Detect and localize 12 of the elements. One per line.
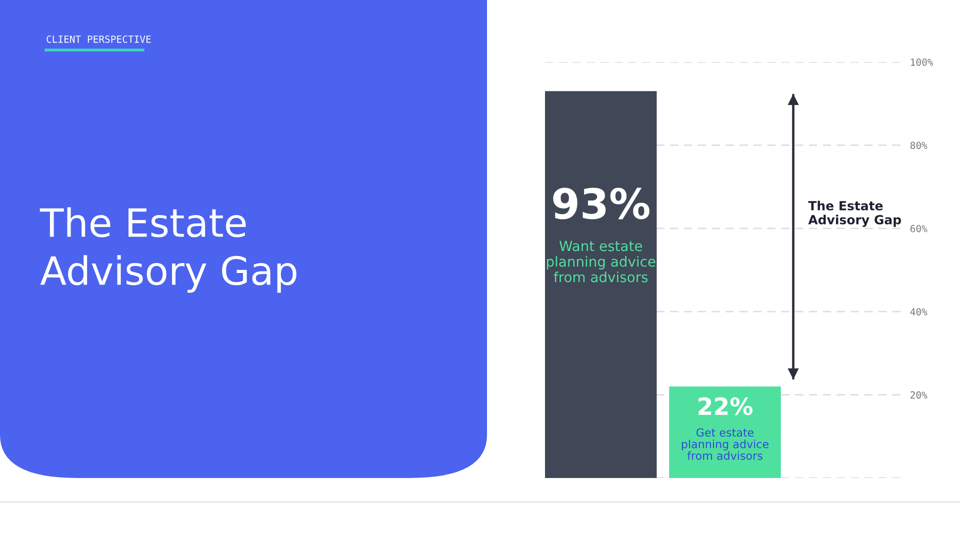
y-tick-label: 40% — [910, 308, 928, 316]
y-tick-label: 100% — [911, 58, 934, 66]
y-tick-label: 80% — [910, 142, 928, 150]
y-tick-label: 60% — [910, 224, 928, 232]
data-label: 22% — [698, 397, 753, 416]
text: The Estate Advisory Gap — [40, 207, 296, 293]
y-tick-label: 20% — [910, 391, 928, 399]
x-tick-label: Want estate planning advice from advisors — [546, 240, 656, 282]
text: CLIENT PERSPECTIVE — [46, 35, 151, 43]
x-tick-label: Get estate planning advice from advisors — [682, 428, 769, 460]
data-label: 93% — [553, 188, 650, 220]
annotation: The Estate Advisory Gap — [808, 200, 901, 227]
